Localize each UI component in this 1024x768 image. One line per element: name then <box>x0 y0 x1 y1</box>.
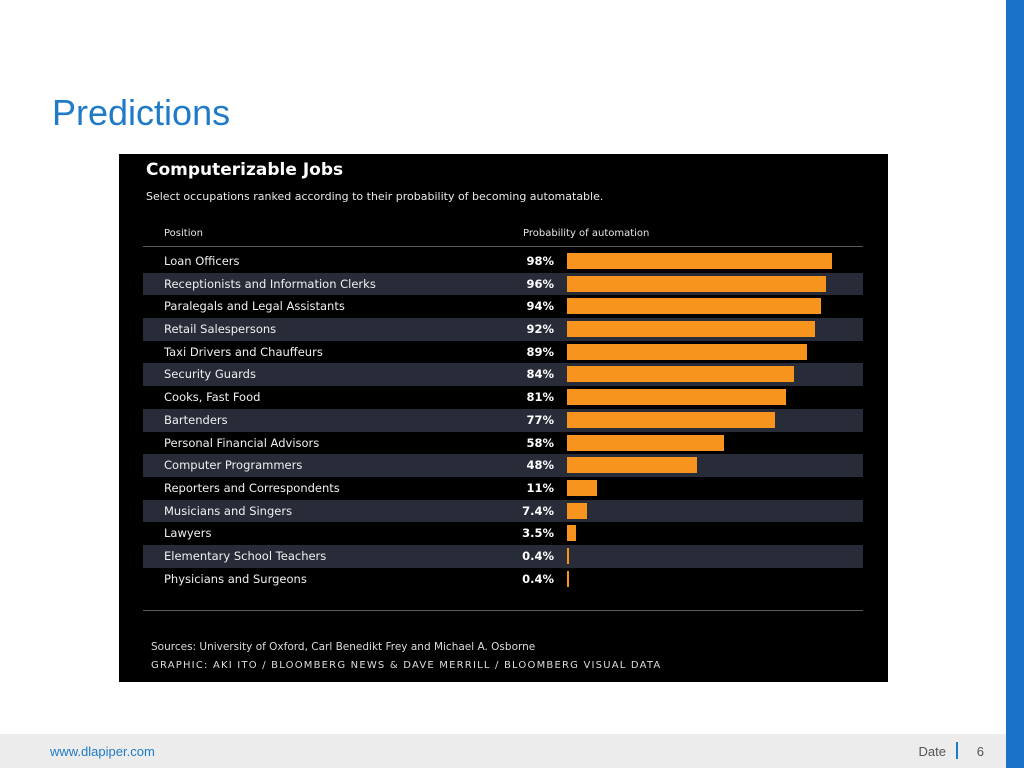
column-header-position: Position <box>164 228 203 239</box>
table-row: Reporters and Correspondents 11% <box>143 477 863 500</box>
probability-label: 92% <box>526 322 554 337</box>
header-divider <box>143 246 863 247</box>
column-header-probability: Probability of automation <box>523 228 650 239</box>
table-row: Computer Programmers 48% <box>143 454 863 477</box>
probability-bar <box>567 547 569 564</box>
table-row: Physicians and Surgeons 0.4% <box>143 568 863 591</box>
position-label: Lawyers <box>164 526 212 541</box>
probability-label: 94% <box>526 299 554 314</box>
probability-bar <box>567 321 816 338</box>
probability-bar <box>567 525 577 542</box>
probability-bar <box>567 502 587 519</box>
probability-bar <box>567 366 794 383</box>
probability-label: 81% <box>526 390 554 405</box>
probability-label: 96% <box>526 276 554 291</box>
chart-source: Sources: University of Oxford, Carl Bene… <box>151 641 536 653</box>
footer-divider <box>143 610 863 611</box>
probability-label: 48% <box>526 458 554 473</box>
probability-label: 98% <box>526 254 554 268</box>
table-row: Security Guards 84% <box>143 363 863 387</box>
table-row: Loan Officers 98% <box>143 250 863 273</box>
position-label: Musicians and Singers <box>164 503 293 518</box>
table-row: Retail Salespersons 92% <box>143 318 863 341</box>
position-label: Elementary School Teachers <box>164 548 327 563</box>
probability-bar <box>567 343 808 360</box>
slide-footer: www.dlapiper.com Date 6 <box>0 734 1006 768</box>
probability-label: 0.4% <box>522 571 554 586</box>
probability-label: 0.4% <box>522 548 554 563</box>
probability-bar <box>567 479 597 496</box>
position-label: Paralegals and Legal Assistants <box>164 299 345 314</box>
slide-title: Predictions <box>52 92 231 133</box>
probability-label: 7.4% <box>522 503 554 518</box>
table-row: Musicians and Singers 7.4% <box>143 499 863 523</box>
chart-credit: GRAPHIC: AKI ITO / BLOOMBERG NEWS & DAVE… <box>151 660 662 671</box>
chart-rows: Loan Officers 98% Receptionists and Inform… <box>143 250 863 590</box>
table-row: Bartenders 77% <box>143 408 863 432</box>
position-label: Security Guards <box>164 367 256 382</box>
position-label: Retail Salespersons <box>164 322 277 337</box>
footer-date: Date <box>918 744 946 759</box>
probability-bar <box>567 253 832 269</box>
position-label: Taxi Drivers and Chauffeurs <box>164 344 323 359</box>
position-label: Reporters and Correspondents <box>164 480 340 495</box>
table-row: Cooks, Fast Food 81% <box>143 386 863 409</box>
table-row: Taxi Drivers and Chauffeurs 89% <box>143 341 863 364</box>
chart-subtitle: Select occupations ranked according to t… <box>146 190 604 203</box>
right-accent-bar <box>1006 0 1024 768</box>
chart-panel: Computerizable Jobs Select occupations r… <box>119 154 888 682</box>
position-label: Physicians and Surgeons <box>164 571 307 586</box>
probability-label: 84% <box>526 367 554 382</box>
probability-label: 58% <box>526 435 554 450</box>
page-number: 6 <box>976 744 984 759</box>
table-row: Receptionists and Information Clerks 96% <box>143 272 863 296</box>
position-label: Computer Programmers <box>164 458 303 473</box>
chart-title: Computerizable Jobs <box>146 160 344 180</box>
probability-bar <box>567 298 821 315</box>
probability-bar <box>567 457 697 474</box>
table-row: Paralegals and Legal Assistants 94% <box>143 295 863 318</box>
table-row: Elementary School Teachers 0.4% <box>143 544 863 568</box>
position-label: Cooks, Fast Food <box>164 390 261 405</box>
position-label: Loan Officers <box>164 254 240 268</box>
probability-bar <box>567 275 827 292</box>
footer-separator <box>956 742 958 759</box>
probability-label: 77% <box>526 412 554 427</box>
position-label: Personal Financial Advisors <box>164 435 320 450</box>
position-label: Receptionists and Information Clerks <box>164 276 376 291</box>
table-row: Lawyers 3.5% <box>143 522 863 545</box>
probability-label: 3.5% <box>522 526 554 541</box>
position-label: Bartenders <box>164 412 228 427</box>
probability-label: 11% <box>526 480 554 495</box>
footer-url-link[interactable]: www.dlapiper.com <box>50 744 155 759</box>
probability-bar <box>567 570 569 587</box>
probability-label: 89% <box>526 344 554 359</box>
probability-bar <box>567 389 786 406</box>
probability-bar <box>567 411 775 428</box>
table-row: Personal Financial Advisors 58% <box>143 432 863 455</box>
probability-bar <box>567 434 724 451</box>
